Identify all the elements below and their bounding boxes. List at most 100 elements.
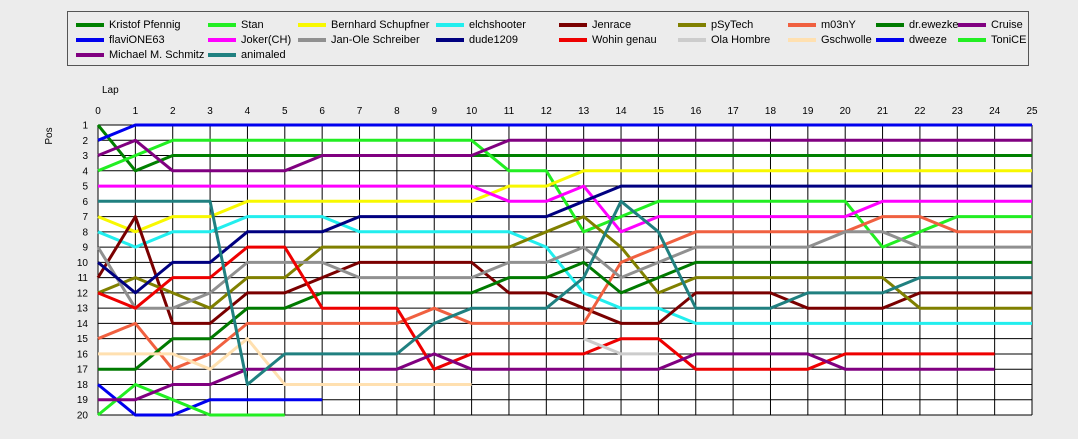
legend-swatch: [559, 37, 587, 42]
legend-item: Stan: [208, 17, 264, 32]
legend-item: elchshooter: [436, 17, 526, 32]
legend-label: m03nY: [821, 18, 856, 31]
x-tick-label: 24: [989, 106, 1001, 117]
x-tick-label: 17: [728, 106, 740, 117]
legend-label: dr.ewezke: [909, 18, 959, 31]
axes: 0 1 2 3 4 5 6 7 8 9 10 11 12 13 14 15 16 17 18 19 20 21 22 23 24…: [44, 85, 1038, 422]
x-tick-label: 18: [765, 106, 777, 117]
legend-item: dr.ewezke: [876, 17, 959, 32]
legend-swatch: [958, 37, 986, 42]
x-tick-label: 12: [541, 106, 553, 117]
legend-swatch: [876, 37, 904, 42]
series-line-4: [96, 215, 1032, 325]
legend-label: Stan: [241, 18, 264, 31]
y-tick-label: 12: [77, 288, 89, 299]
legend-label: Michael M. Schmitz: [109, 48, 205, 61]
legend-label: Wohin genau: [592, 33, 657, 46]
y-tick-label: 14: [77, 319, 89, 330]
legend-item: ToniCE: [958, 32, 1026, 47]
legend-swatch: [76, 52, 104, 57]
series-lines: [96, 123, 1032, 417]
y-tick-label: 7: [82, 212, 88, 223]
x-axis-label: Lap: [102, 85, 119, 96]
legend-label: dweeze: [909, 33, 947, 46]
legend-label: Ola Hombre: [711, 33, 771, 46]
y-tick-label: 6: [82, 197, 88, 208]
x-tick-label: 8: [394, 106, 400, 117]
x-tick-label: 2: [170, 106, 176, 117]
y-tick-label: 4: [82, 166, 88, 177]
legend-label: Cruise: [991, 18, 1023, 31]
chart-legend: Kristof Pfennig Stan Bernhard Schupfner elc…: [67, 11, 1029, 66]
legend-swatch: [298, 37, 326, 42]
x-tick-label: 22: [914, 106, 926, 117]
legend-item: dude1209: [436, 32, 518, 47]
y-tick-label: 17: [77, 365, 89, 376]
legend-swatch: [788, 22, 816, 27]
legend-item: Gschwolle: [788, 32, 872, 47]
x-tick-label: 1: [133, 106, 139, 117]
y-tick-label: 18: [77, 380, 89, 391]
legend-swatch: [678, 37, 706, 42]
legend-item: pSyTech: [678, 17, 753, 32]
y-axis-label: Pos: [44, 127, 55, 144]
series-line-15: [98, 337, 472, 386]
y-tick-label: 10: [77, 258, 89, 269]
x-tick-label: 19: [802, 106, 814, 117]
legend-label: Jenrace: [592, 18, 632, 31]
legend-label: dude1209: [469, 33, 518, 46]
legend-swatch: [436, 22, 464, 27]
y-tick-label: 11: [78, 273, 89, 284]
x-tick-label: 6: [319, 106, 325, 117]
x-tick-label: 3: [207, 106, 213, 117]
legend-item: Bernhard Schupfner: [298, 17, 429, 32]
x-tick-label: 11: [504, 106, 515, 117]
x-tick-label: 5: [282, 106, 288, 117]
x-tick-label: 21: [877, 106, 889, 117]
x-tick-label: 23: [952, 106, 964, 117]
y-tick-label: 3: [82, 151, 88, 162]
legend-label: ToniCE: [991, 33, 1027, 46]
legend-item: m03nY: [788, 17, 856, 32]
legend-item: Wohin genau: [559, 32, 657, 47]
series-line-2: [97, 169, 1032, 234]
series-line-1: [97, 138, 1032, 249]
legend-swatch: [559, 22, 587, 27]
legend-swatch: [678, 22, 706, 27]
legend-label: Gschwolle: [821, 33, 872, 46]
y-tick-label: 2: [82, 136, 88, 147]
legend-swatch: [958, 22, 986, 27]
y-tick-label: 13: [77, 304, 89, 315]
series-line-10: [98, 184, 1032, 234]
legend-label: Joker(CH): [241, 33, 292, 46]
x-tick-label: 20: [840, 106, 852, 117]
x-tick-label: 15: [653, 106, 665, 117]
legend-swatch: [876, 22, 904, 27]
legend-label: Kristof Pfennig: [109, 18, 181, 31]
legend-item: Jan-Ole Schreiber: [298, 32, 420, 47]
series-line-5: [97, 215, 1032, 310]
y-tick-label: 15: [77, 334, 89, 345]
legend-swatch: [298, 22, 326, 27]
legend-swatch: [76, 37, 104, 42]
y-tick-label: 9: [82, 243, 88, 254]
legend-swatch: [788, 37, 816, 42]
series-line-11: [96, 230, 1032, 310]
legend-item: Ola Hombre: [678, 32, 770, 47]
legend-item: Joker(CH): [208, 32, 291, 47]
legend-label: Bernhard Schupfner: [331, 18, 430, 31]
x-tick-label: 4: [245, 106, 251, 117]
series-line-6: [97, 215, 1032, 371]
x-tick-label: 13: [578, 106, 590, 117]
legend-swatch: [208, 52, 236, 57]
legend-item: animaled: [208, 47, 286, 62]
y-tick-label: 1: [82, 121, 88, 132]
legend-swatch: [436, 37, 464, 42]
legend-swatch: [208, 37, 236, 42]
x-tick-label: 7: [357, 106, 363, 117]
y-tick-label: 16: [77, 349, 89, 360]
legend-item: flaviONE63: [76, 32, 165, 47]
legend-swatch: [76, 22, 104, 27]
y-tick-label: 19: [77, 395, 89, 406]
